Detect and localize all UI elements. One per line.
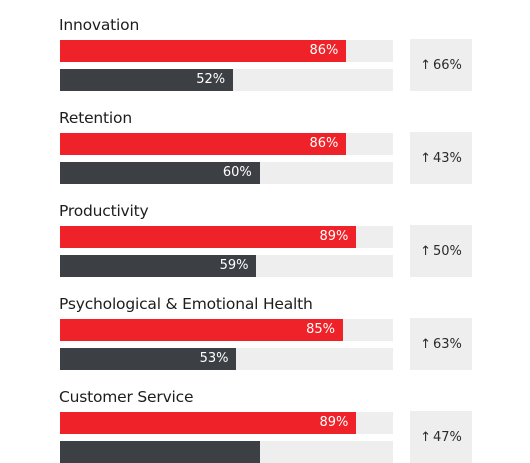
bar-value-label: 89% xyxy=(319,229,349,244)
bar-value-label: 86% xyxy=(309,43,339,58)
bar-value-label: 53% xyxy=(199,351,229,366)
change-badge: ↑ 66% xyxy=(410,39,472,91)
arrow-up-icon: ↑ xyxy=(420,57,431,73)
change-badge: ↑ 47% xyxy=(410,411,472,463)
category-label: Customer Service xyxy=(59,388,194,406)
category-label: Innovation xyxy=(59,16,140,34)
arrow-up-icon: ↑ xyxy=(420,243,431,259)
bar-value-label: 52% xyxy=(196,72,226,87)
change-value: 47% xyxy=(433,429,462,445)
bar-value-label: 59% xyxy=(219,258,249,273)
change-badge: ↑ 50% xyxy=(410,225,472,277)
category-label: Psychological & Emotional Health xyxy=(59,295,313,313)
change-value: 66% xyxy=(433,57,462,73)
bar-series-1: 89% xyxy=(60,412,357,434)
bar-series-1: 85% xyxy=(60,319,344,341)
bar-value-label: 60% xyxy=(222,165,252,180)
category-label: Retention xyxy=(59,109,132,127)
arrow-up-icon: ↑ xyxy=(420,336,431,352)
arrow-up-icon: ↑ xyxy=(420,429,431,445)
arrow-up-icon: ↑ xyxy=(420,150,431,166)
change-value: 50% xyxy=(433,243,462,259)
change-badge: ↑ 63% xyxy=(410,318,472,370)
change-value: 63% xyxy=(433,336,462,352)
comparison-bar-chart: Innovation 86% 52% ↑ 66% Retention 86% 60% ↑ 43% P… xyxy=(59,16,472,463)
bar-value-label: 89% xyxy=(319,415,349,430)
bar-series-1: 86% xyxy=(60,40,347,62)
bar-series-2: 53% xyxy=(60,348,237,370)
bar-series-2: 59% xyxy=(60,255,257,277)
bar-series-2: 60% xyxy=(60,162,260,184)
bar-value-label: 85% xyxy=(306,322,336,337)
change-value: 43% xyxy=(433,150,462,166)
bar-series-2: 52% xyxy=(60,69,234,91)
change-badge: ↑ 43% xyxy=(410,132,472,184)
category-label: Productivity xyxy=(59,202,149,220)
bar-series-2 xyxy=(60,441,260,463)
bar-series-1: 89% xyxy=(60,226,357,248)
bar-value-label: 86% xyxy=(309,136,339,151)
bar-series-1: 86% xyxy=(60,133,347,155)
